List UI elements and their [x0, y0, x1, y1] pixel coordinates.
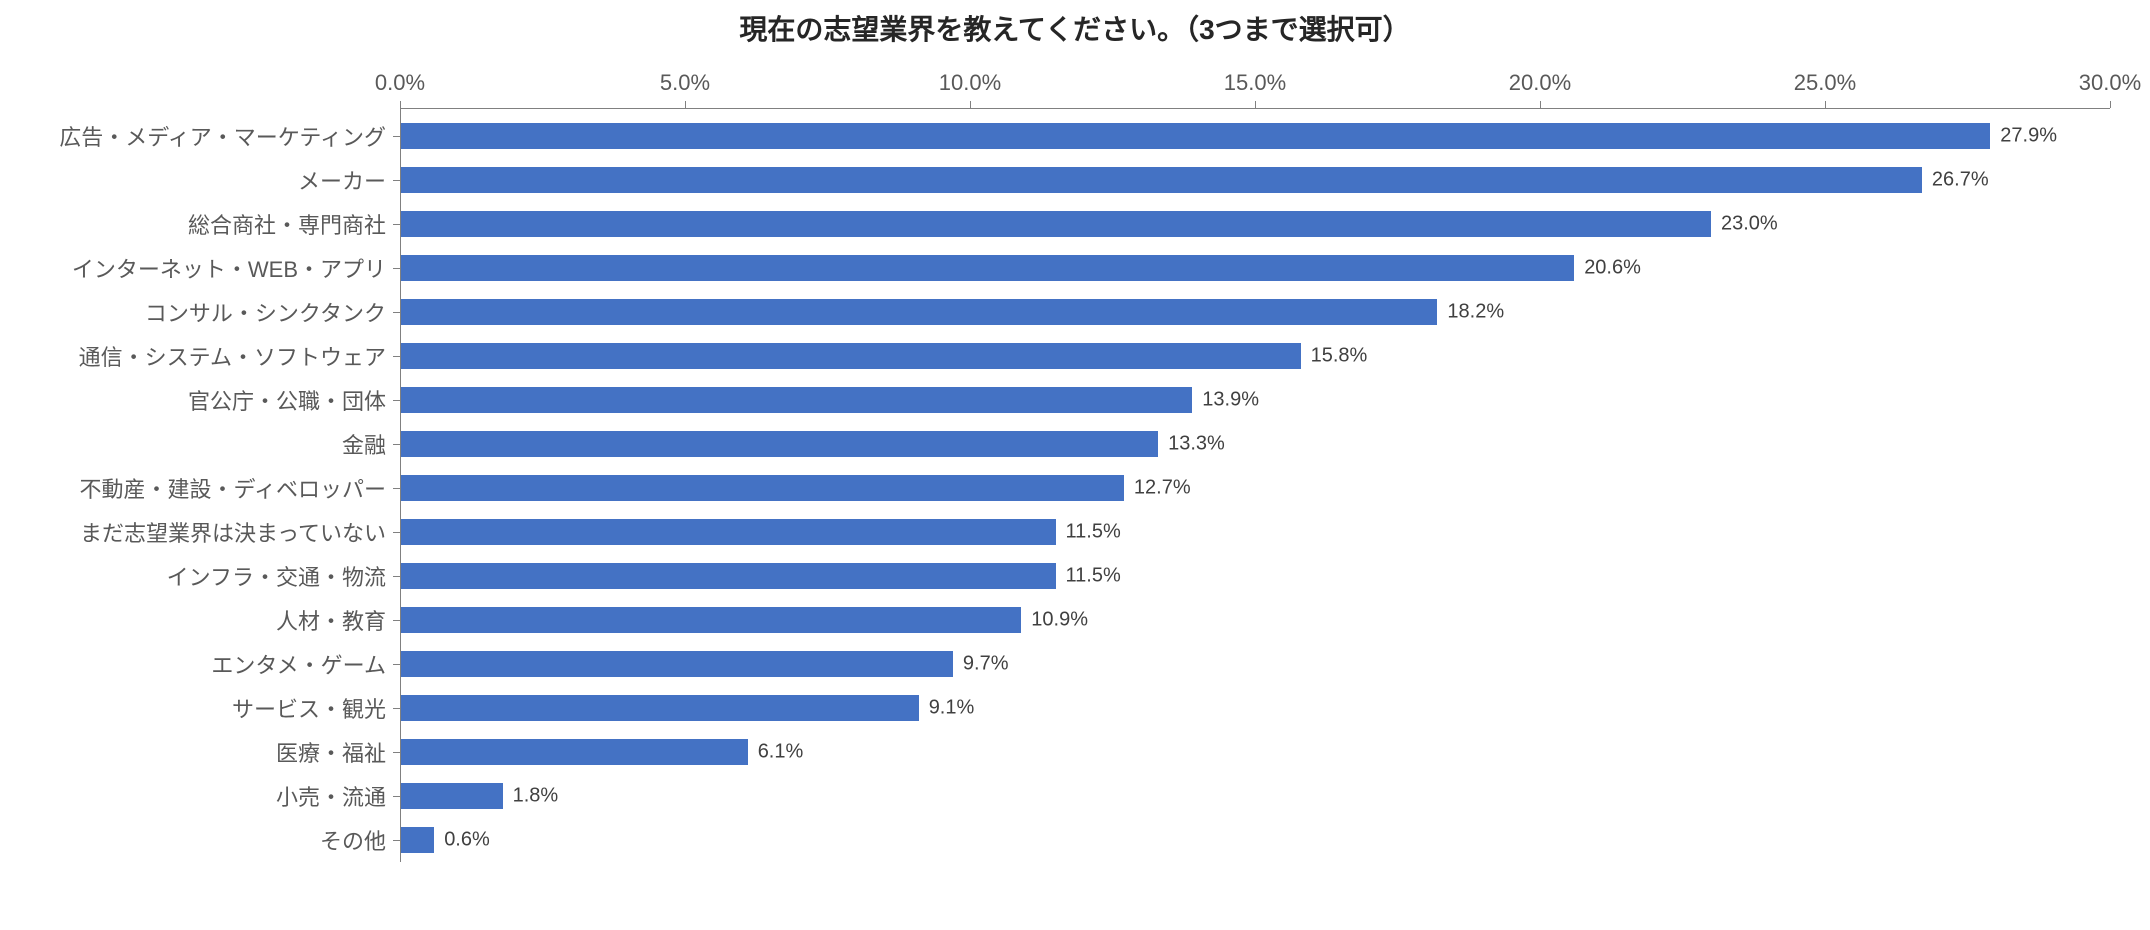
y-tick-mark — [393, 488, 400, 489]
value-label: 23.0% — [1721, 213, 1778, 236]
y-tick-mark — [393, 312, 400, 313]
y-tick-mark — [393, 664, 400, 665]
bar — [400, 475, 1124, 501]
y-tick-mark — [393, 444, 400, 445]
category-label: 不動産・建設・ディベロッパー — [80, 472, 400, 504]
x-tick-label: 30.0% — [2079, 70, 2141, 96]
y-tick-mark — [393, 752, 400, 753]
x-tick-mark — [1825, 101, 1826, 108]
category-label: 広告・メディア・マーケティング — [59, 120, 400, 152]
value-label: 11.5% — [1066, 565, 1121, 588]
category-label: 医療・福祉 — [276, 736, 400, 768]
bar — [400, 211, 1711, 237]
category-label: インフラ・交通・物流 — [167, 560, 400, 592]
category-label: エンタメ・ゲーム — [211, 648, 400, 680]
y-tick-mark — [393, 356, 400, 357]
bar — [400, 343, 1301, 369]
value-label: 18.2% — [1447, 301, 1504, 324]
y-tick-mark — [393, 224, 400, 225]
category-label: 小売・流通 — [276, 780, 400, 812]
category-label: まだ志望業界は決まっていない — [80, 516, 400, 548]
x-tick-label: 10.0% — [939, 70, 1001, 96]
bar — [400, 519, 1056, 545]
category-label: その他 — [320, 824, 400, 856]
x-tick-label: 25.0% — [1794, 70, 1856, 96]
x-tick-label: 0.0% — [375, 70, 425, 96]
x-tick-mark — [400, 101, 401, 108]
y-axis-line — [400, 108, 401, 862]
bar — [400, 299, 1437, 325]
category-label: 人材・教育 — [276, 604, 400, 636]
value-label: 0.6% — [444, 829, 490, 852]
value-label: 11.5% — [1066, 521, 1121, 544]
category-label: 総合商社・専門商社 — [188, 208, 400, 240]
category-label: メーカー — [298, 164, 400, 196]
category-label: 官公庁・公職・団体 — [188, 384, 400, 416]
y-tick-mark — [393, 576, 400, 577]
y-tick-mark — [393, 620, 400, 621]
value-label: 20.6% — [1584, 257, 1641, 280]
x-tick-label: 20.0% — [1509, 70, 1571, 96]
value-label: 13.3% — [1168, 433, 1225, 456]
value-label: 6.1% — [758, 741, 804, 764]
x-tick-mark — [685, 101, 686, 108]
bar — [400, 123, 1990, 149]
category-label: 通信・システム・ソフトウェア — [79, 340, 400, 372]
x-tick-mark — [2110, 101, 2111, 108]
value-label: 26.7% — [1932, 169, 1989, 192]
y-tick-mark — [393, 268, 400, 269]
category-label: サービス・観光 — [232, 692, 400, 724]
bar — [400, 387, 1192, 413]
y-tick-mark — [393, 180, 400, 181]
bar — [400, 739, 748, 765]
value-label: 12.7% — [1134, 477, 1191, 500]
value-label: 27.9% — [2000, 125, 2057, 148]
category-label: 金融 — [342, 428, 400, 460]
bar — [400, 167, 1922, 193]
bar — [400, 695, 919, 721]
value-label: 10.9% — [1031, 609, 1088, 632]
y-tick-mark — [393, 840, 400, 841]
bar — [400, 255, 1574, 281]
value-label: 1.8% — [513, 785, 559, 808]
chart-rows: 広告・メディア・マーケティング27.9%メーカー26.7%総合商社・専門商社23… — [400, 108, 2110, 900]
x-tick-mark — [1540, 101, 1541, 108]
value-label: 9.1% — [929, 697, 975, 720]
bar — [400, 783, 503, 809]
category-label: インターネット・WEB・アプリ — [72, 252, 400, 284]
chart-title: 現在の志望業界を教えてください。（3つまで選択可） — [0, 0, 2150, 60]
y-tick-mark — [393, 532, 400, 533]
chart-container: 現在の志望業界を教えてください。（3つまで選択可） 0.0%5.0%10.0%1… — [0, 0, 2150, 930]
y-tick-mark — [393, 708, 400, 709]
y-tick-mark — [393, 400, 400, 401]
value-label: 9.7% — [963, 653, 1009, 676]
bar — [400, 651, 953, 677]
value-label: 13.9% — [1202, 389, 1259, 412]
y-tick-mark — [393, 796, 400, 797]
x-tick-label: 15.0% — [1224, 70, 1286, 96]
x-tick-mark — [970, 101, 971, 108]
bar — [400, 827, 434, 853]
x-tick-mark — [1255, 101, 1256, 108]
bar — [400, 563, 1056, 589]
category-label: コンサル・シンクタンク — [145, 296, 400, 328]
bar — [400, 431, 1158, 457]
plot-area: 0.0%5.0%10.0%15.0%20.0%25.0%30.0% 広告・メディ… — [400, 108, 2110, 900]
x-tick-label: 5.0% — [660, 70, 710, 96]
bar — [400, 607, 1021, 633]
y-tick-mark — [393, 136, 400, 137]
value-label: 15.8% — [1311, 345, 1368, 368]
